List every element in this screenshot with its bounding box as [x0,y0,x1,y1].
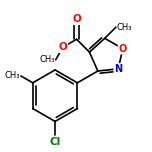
Text: Cl: Cl [49,137,61,147]
Text: O: O [119,44,127,54]
Text: O: O [72,14,81,24]
Text: N: N [114,64,122,74]
Text: CH₃: CH₃ [4,71,20,81]
Text: O: O [59,42,67,52]
Text: CH₃: CH₃ [39,55,55,64]
Text: CH₃: CH₃ [117,23,132,32]
